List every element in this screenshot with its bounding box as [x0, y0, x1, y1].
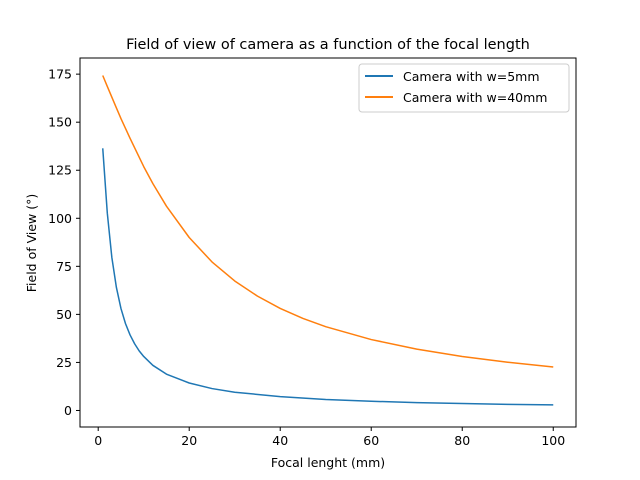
y-tick-label: 25	[56, 355, 72, 370]
legend-box	[358, 63, 570, 113]
y-tick-label: 0	[64, 403, 72, 418]
y-tick-label: 100	[48, 211, 72, 226]
series-line-1	[102, 148, 554, 406]
x-tick-label: 20	[181, 433, 197, 448]
legend-label-series-2: Camera with w=40mm	[403, 90, 547, 105]
series-line-2	[102, 75, 554, 368]
x-axis: 0 20 40 60 80 100	[94, 427, 565, 448]
y-tick-label: 50	[56, 307, 72, 322]
x-tick-label: 40	[272, 433, 288, 448]
y-tick-label: 175	[48, 67, 72, 82]
legend-label-series-1: Camera with w=5mm	[403, 69, 540, 84]
y-axis-label: Field of View (°)	[24, 194, 39, 293]
plot-frame	[79, 57, 577, 428]
y-axis: 0 25 50 75 100 125 150 175	[48, 67, 80, 418]
legend: Camera with w=5mm Camera with w=40mm	[358, 63, 570, 113]
y-tick-label: 150	[48, 115, 72, 130]
x-tick-label: 100	[541, 433, 565, 448]
x-tick-label: 60	[363, 433, 379, 448]
y-tick-label: 75	[56, 259, 72, 274]
x-tick-label: 80	[454, 433, 470, 448]
x-tick-label: 0	[94, 433, 102, 448]
plot-lines	[102, 75, 554, 406]
y-tick-label: 125	[48, 163, 72, 178]
chart-title: Field of view of camera as a function of…	[126, 37, 530, 53]
x-axis-label: Focal lenght (mm)	[271, 455, 385, 470]
